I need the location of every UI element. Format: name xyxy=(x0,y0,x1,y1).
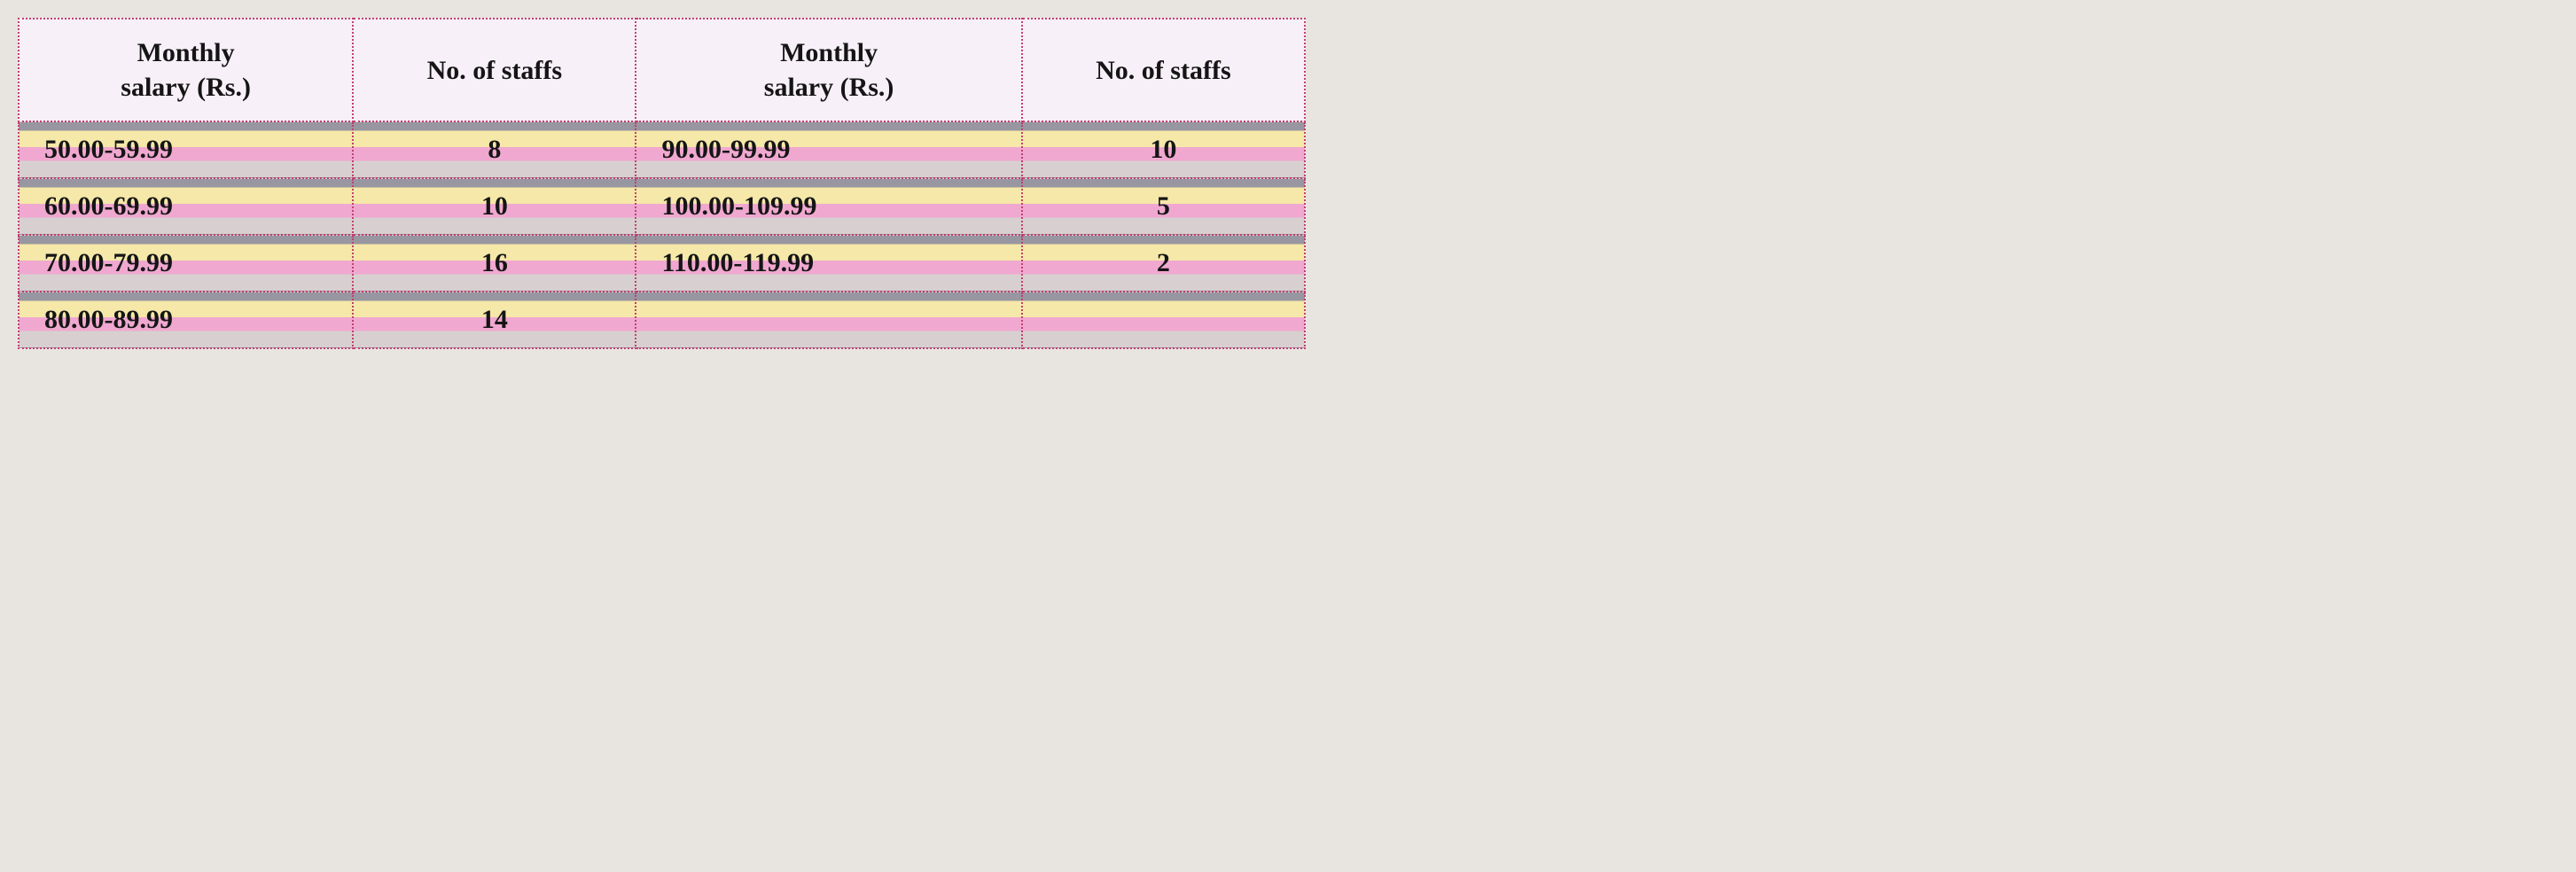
header-staff-right: No. of staffs xyxy=(1022,19,1305,121)
cell-salary-range: 70.00-79.99 xyxy=(19,235,353,292)
table-row: 70.00-79.99 16 110.00-119.99 2 xyxy=(19,235,1305,292)
table-row: 50.00-59.99 8 90.00-99.99 10 xyxy=(19,121,1305,178)
header-salary-left-line2: salary (Rs.) xyxy=(121,73,251,102)
header-salary-left-line1: Monthly xyxy=(137,38,235,67)
cell-salary-range: 60.00-69.99 xyxy=(19,178,353,235)
table-row: 60.00-69.99 10 100.00-109.99 5 xyxy=(19,178,1305,235)
cell-staff-count: 14 xyxy=(353,292,636,348)
cell-staff-count: 5 xyxy=(1022,178,1305,235)
header-staff-left: No. of staffs xyxy=(353,19,636,121)
cell-salary-range: 80.00-89.99 xyxy=(19,292,353,348)
salary-distribution-table: Monthly salary (Rs.) No. of staffs Month… xyxy=(18,18,1306,349)
table-header: Monthly salary (Rs.) No. of staffs Month… xyxy=(19,19,1305,121)
header-salary-left: Monthly salary (Rs.) xyxy=(19,19,353,121)
cell-salary-range: 110.00-119.99 xyxy=(636,235,1021,292)
header-salary-right-line2: salary (Rs.) xyxy=(764,73,894,102)
cell-staff-count: 10 xyxy=(1022,121,1305,178)
cell-staff-count: 8 xyxy=(353,121,636,178)
header-row: Monthly salary (Rs.) No. of staffs Month… xyxy=(19,19,1305,121)
table-body: 50.00-59.99 8 90.00-99.99 10 60.00-69.99… xyxy=(19,121,1305,348)
table-row: 80.00-89.99 14 xyxy=(19,292,1305,348)
cell-salary-range: 100.00-109.99 xyxy=(636,178,1021,235)
cell-staff-count xyxy=(1022,292,1305,348)
header-salary-right-line1: Monthly xyxy=(780,38,878,67)
cell-salary-range: 90.00-99.99 xyxy=(636,121,1021,178)
header-salary-right: Monthly salary (Rs.) xyxy=(636,19,1021,121)
cell-staff-count: 2 xyxy=(1022,235,1305,292)
cell-staff-count: 10 xyxy=(353,178,636,235)
cell-staff-count: 16 xyxy=(353,235,636,292)
cell-salary-range: 50.00-59.99 xyxy=(19,121,353,178)
salary-table: Monthly salary (Rs.) No. of staffs Month… xyxy=(18,18,1306,349)
cell-salary-range xyxy=(636,292,1021,348)
